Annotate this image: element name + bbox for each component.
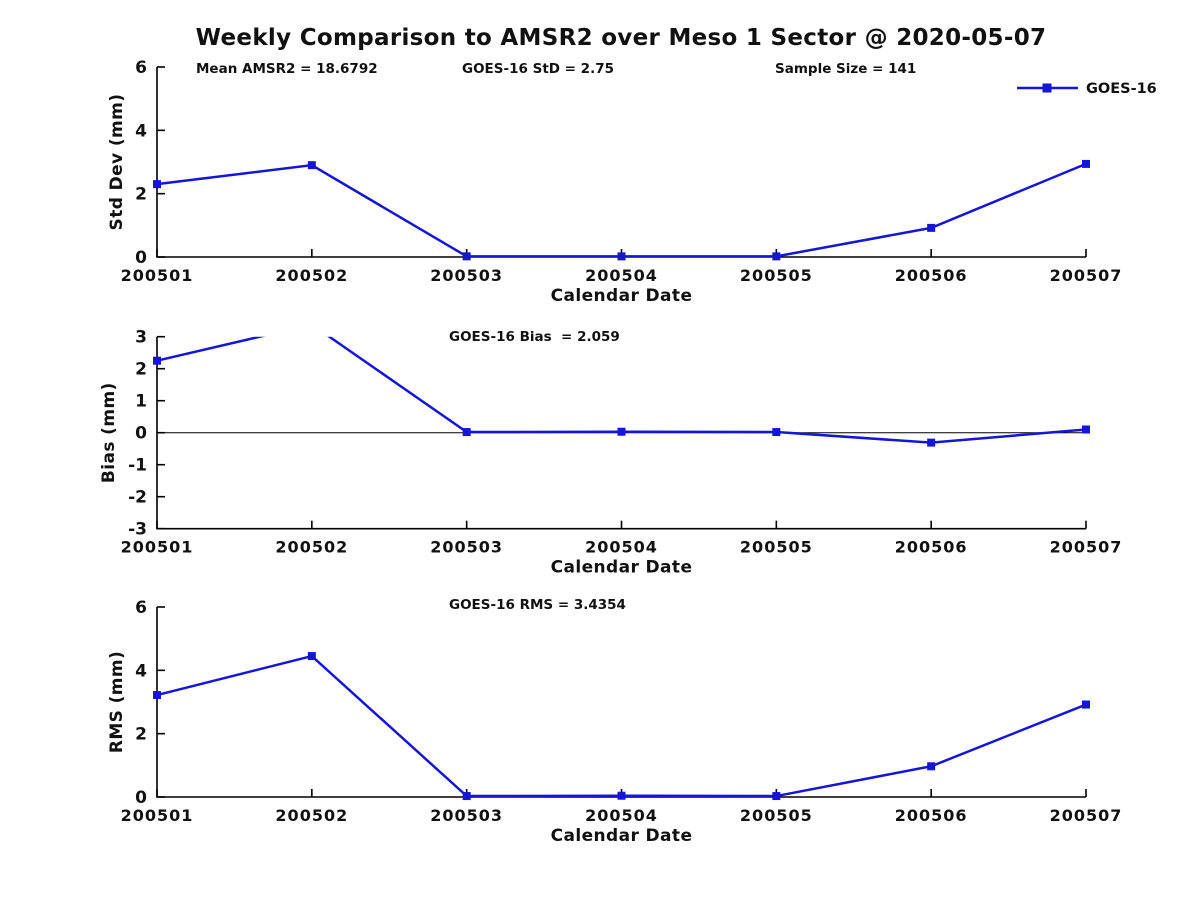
series-group [153, 652, 1090, 801]
y-tick-label: 0 [135, 788, 147, 808]
data-point-marker [772, 252, 781, 261]
x-tick-label: 200502 [275, 806, 348, 825]
x-tick-label: 200501 [121, 266, 194, 285]
annotation-text: GOES-16 RMS = 3.4354 [449, 597, 626, 613]
y-axis-label: RMS (mm) [107, 651, 127, 753]
x-tick-label: 200504 [585, 806, 658, 825]
data-point-marker [153, 691, 161, 700]
data-point-marker [927, 762, 936, 771]
data-point-marker [617, 427, 626, 436]
y-axis-label: Std Dev (mm) [107, 94, 127, 231]
data-point-marker [772, 792, 781, 801]
x-tick-label: 200507 [1050, 266, 1123, 285]
annotation-text: Mean AMSR2 = 18.6792 [196, 61, 378, 77]
y-tick-label: 2 [135, 360, 147, 380]
y-axis-label: Bias (mm) [99, 382, 119, 483]
y-tick-label: 0 [135, 248, 147, 268]
data-point-marker [927, 438, 936, 447]
legend-series-label: GOES-16 [1086, 81, 1157, 97]
x-tick-label: 200501 [121, 806, 194, 825]
x-tick-label: 200502 [275, 538, 348, 557]
data-point-marker [462, 792, 471, 801]
std-dev-plot: 0 2 4 6 200501 200502 200503 200504 200505 200506… [107, 58, 1123, 306]
y-tick-label: -1 [128, 456, 147, 476]
x-tick-label: 200505 [740, 538, 813, 557]
x-tick-label: 200506 [895, 538, 968, 557]
y-tick-label: -2 [128, 488, 147, 508]
data-point-marker [617, 252, 626, 261]
data-point-marker [1082, 700, 1090, 709]
legend-marker-icon [1042, 83, 1052, 93]
x-tick-label: 200502 [275, 266, 348, 285]
data-point-marker [1082, 159, 1090, 168]
x-tick-label: 200504 [585, 538, 658, 557]
data-point-marker [153, 180, 161, 189]
y-tick-label: 6 [135, 58, 147, 78]
x-tick-label: 200503 [430, 538, 503, 557]
series-group [153, 159, 1090, 261]
y-tick-label: 3 [135, 328, 147, 348]
x-tick-label: 200503 [430, 806, 503, 825]
y-tick-label: 0 [135, 424, 147, 444]
data-point-marker [927, 223, 936, 232]
annotation-text: Sample Size = 141 [775, 61, 916, 77]
x-tick-label: 200506 [895, 266, 968, 285]
legend: GOES-16 [1017, 81, 1157, 97]
y-tick-label: 6 [135, 598, 147, 618]
annotation-text: GOES-16 StD = 2.75 [462, 61, 614, 77]
data-point-marker [307, 652, 316, 661]
rms-plot: 0 2 4 6 200501 200502 200503 200504 200505 200506… [107, 597, 1123, 846]
x-tick-label: 200501 [121, 538, 194, 557]
x-axis-label: Calendar Date [551, 286, 693, 306]
figure-title: Weekly Comparison to AMSR2 over Meso 1 S… [196, 25, 1047, 51]
y-tick-label: 4 [135, 661, 147, 681]
data-point-marker [617, 791, 626, 800]
x-tick-label: 200506 [895, 806, 968, 825]
y-tick-label: -3 [128, 520, 147, 540]
x-tick-label: 200507 [1050, 538, 1123, 557]
data-point-marker [153, 356, 161, 365]
x-tick-label: 200505 [740, 266, 813, 285]
data-point-marker [772, 428, 781, 437]
y-tick-label: 4 [135, 121, 147, 141]
y-tick-label: 1 [135, 392, 147, 412]
data-point-marker [307, 161, 316, 170]
series-group [153, 336, 1090, 447]
y-tick-label: 2 [135, 185, 147, 205]
x-tick-label: 200504 [585, 266, 658, 285]
x-axis-label: Calendar Date [551, 826, 693, 846]
data-point-marker [462, 428, 471, 437]
bias-plot: -3 -2 -1 0 1 2 3 200501 200502 200503 200504 200505… [99, 328, 1123, 578]
x-tick-label: 200505 [740, 806, 813, 825]
y-tick-label: 2 [135, 725, 147, 745]
x-tick-label: 200503 [430, 266, 503, 285]
x-axis-label: Calendar Date [551, 558, 693, 578]
x-tick-label: 200507 [1050, 806, 1123, 825]
annotation-text: GOES-16 Bias = 2.059 [449, 329, 620, 345]
data-point-marker [1082, 425, 1090, 434]
data-point-marker [462, 252, 471, 261]
